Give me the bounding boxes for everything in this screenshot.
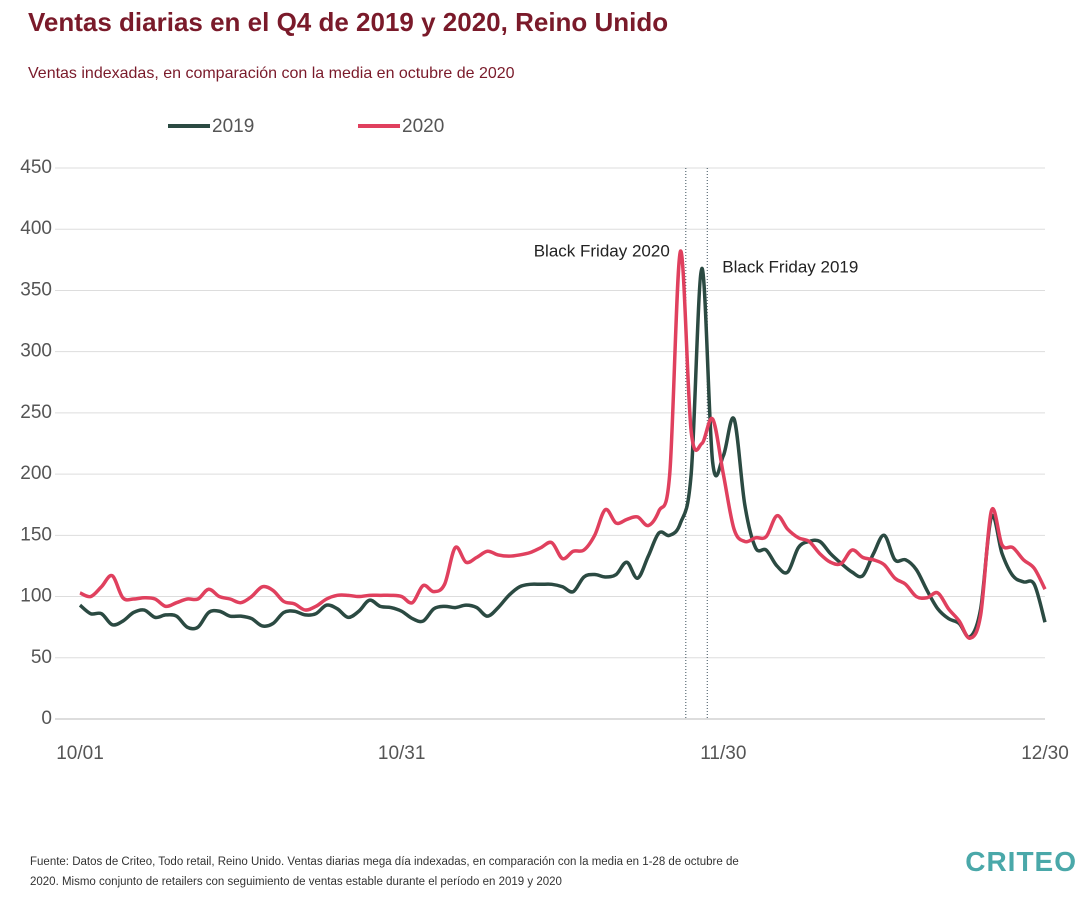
x-tick-label: 11/30 [700, 743, 746, 764]
chart-title: Ventas diarias en el Q4 de 2019 y 2020, … [28, 7, 668, 37]
y-tick-label: 450 [20, 157, 52, 178]
y-tick-label: 150 [20, 524, 52, 545]
y-tick-label: 350 [20, 279, 52, 300]
chart-subtitle: Ventas indexadas, en comparación con la … [28, 65, 515, 82]
series-line [79, 249, 1047, 640]
x-tick-label: 10/01 [56, 743, 104, 764]
logo: CRITEO [965, 846, 1077, 877]
footnote: Fuente: Datos de Criteo, Todo retail, Re… [30, 856, 739, 888]
x-tick-label: 10/31 [378, 743, 426, 764]
y-tick-label: 50 [31, 647, 52, 668]
y-tick-label: 400 [20, 218, 52, 239]
y-tick-label: 300 [20, 341, 52, 362]
y-tick-label: 100 [20, 586, 52, 607]
annotation: Black Friday 2019 [722, 257, 858, 276]
annotation: Black Friday 2020 [534, 241, 670, 260]
series-line [78, 266, 1047, 639]
y-tick-label: 200 [20, 463, 52, 484]
y-tick-label: 250 [20, 402, 52, 423]
legend-label: 2020 [402, 116, 444, 137]
legend-label: 2019 [212, 116, 254, 137]
chart: Ventas diarias en el Q4 de 2019 y 2020, … [20, 7, 1069, 764]
y-tick-label: 0 [41, 708, 52, 729]
x-tick-label: 12/30 [1021, 743, 1069, 764]
